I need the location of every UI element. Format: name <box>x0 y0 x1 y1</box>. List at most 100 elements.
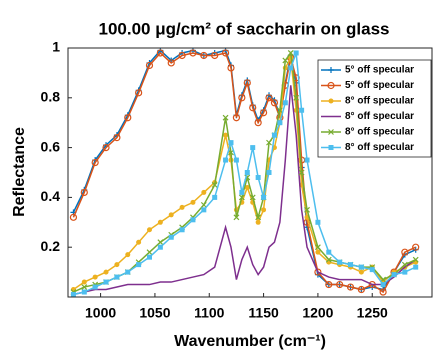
plot-area <box>69 48 420 297</box>
marker <box>259 109 268 117</box>
marker <box>179 204 185 210</box>
marker <box>282 100 288 106</box>
marker <box>358 269 364 275</box>
marker <box>200 201 207 208</box>
marker <box>200 51 208 60</box>
marker <box>244 184 250 190</box>
marker <box>288 65 294 71</box>
y-tick-label: 0.2 <box>41 238 61 254</box>
marker <box>222 114 229 121</box>
marker <box>168 234 174 240</box>
marker <box>201 189 207 195</box>
marker <box>282 57 289 64</box>
marker <box>315 219 321 225</box>
legend-marker <box>327 81 335 90</box>
marker <box>249 104 257 112</box>
marker <box>136 262 142 268</box>
marker <box>412 243 420 251</box>
marker <box>113 134 121 142</box>
marker <box>190 217 196 223</box>
marker <box>125 269 131 275</box>
marker <box>124 114 132 122</box>
x-tick-label: 1250 <box>357 305 388 321</box>
marker <box>145 61 154 70</box>
marker <box>261 194 267 200</box>
marker <box>254 119 262 127</box>
series-line <box>73 52 417 296</box>
legend-label: 5° off specular <box>345 80 414 91</box>
marker <box>413 264 419 270</box>
x-tick-label: 1200 <box>302 305 333 321</box>
marker <box>326 249 332 255</box>
marker <box>250 145 256 151</box>
marker <box>233 157 239 163</box>
marker <box>314 244 321 251</box>
marker <box>348 262 354 268</box>
marker <box>298 169 305 176</box>
marker <box>157 239 164 246</box>
marker <box>337 259 343 265</box>
marker <box>136 239 142 245</box>
marker <box>358 264 364 270</box>
marker <box>336 280 344 289</box>
marker <box>243 79 251 87</box>
x-tick-label: 1050 <box>139 305 170 321</box>
legend-marker <box>328 145 334 150</box>
marker <box>190 199 196 205</box>
marker <box>102 144 110 152</box>
x-tick-label: 1100 <box>194 305 225 321</box>
marker <box>221 49 230 57</box>
marker <box>304 206 310 213</box>
marker <box>81 289 87 295</box>
y-tick-label: 0.4 <box>41 188 61 204</box>
marker <box>266 139 272 146</box>
marker <box>325 256 332 263</box>
y-tick-label: 0.6 <box>41 138 61 154</box>
marker <box>157 219 163 225</box>
marker <box>91 158 99 167</box>
marker <box>314 268 322 276</box>
marker <box>270 99 279 107</box>
legend-label: 5° off specular <box>345 65 414 76</box>
marker <box>81 284 88 290</box>
marker <box>238 194 245 201</box>
marker <box>179 227 185 233</box>
legend-marker <box>328 129 334 135</box>
legend-label: 8° off specular <box>345 96 414 107</box>
marker <box>92 274 98 280</box>
marker <box>125 252 131 258</box>
marker <box>380 282 386 288</box>
marker <box>228 149 234 156</box>
axes-box <box>67 47 433 298</box>
marker <box>304 157 310 163</box>
marker <box>146 249 153 256</box>
series-line <box>73 85 417 296</box>
marker <box>211 182 218 188</box>
x-tick-label: 1150 <box>248 305 279 321</box>
marker <box>402 269 408 275</box>
marker <box>103 269 109 275</box>
marker <box>287 50 294 56</box>
series-line <box>73 55 417 291</box>
marker <box>156 49 164 57</box>
marker <box>391 272 397 278</box>
marker <box>232 114 241 122</box>
y-tick-label: 0.8 <box>41 89 61 105</box>
marker <box>211 51 219 60</box>
legend-label: 8° off specular <box>345 111 414 122</box>
marker <box>227 64 235 72</box>
marker <box>271 132 277 138</box>
marker <box>357 285 365 294</box>
marker <box>239 189 245 195</box>
x-axis-label: Wavenumber (cm⁻¹) <box>174 333 326 350</box>
marker <box>135 89 143 97</box>
marker <box>157 244 163 250</box>
marker <box>299 107 305 113</box>
marker <box>233 214 240 221</box>
legend-marker <box>328 98 334 104</box>
marker <box>201 207 207 213</box>
marker <box>114 262 120 268</box>
marker <box>315 249 321 255</box>
marker <box>266 170 272 175</box>
